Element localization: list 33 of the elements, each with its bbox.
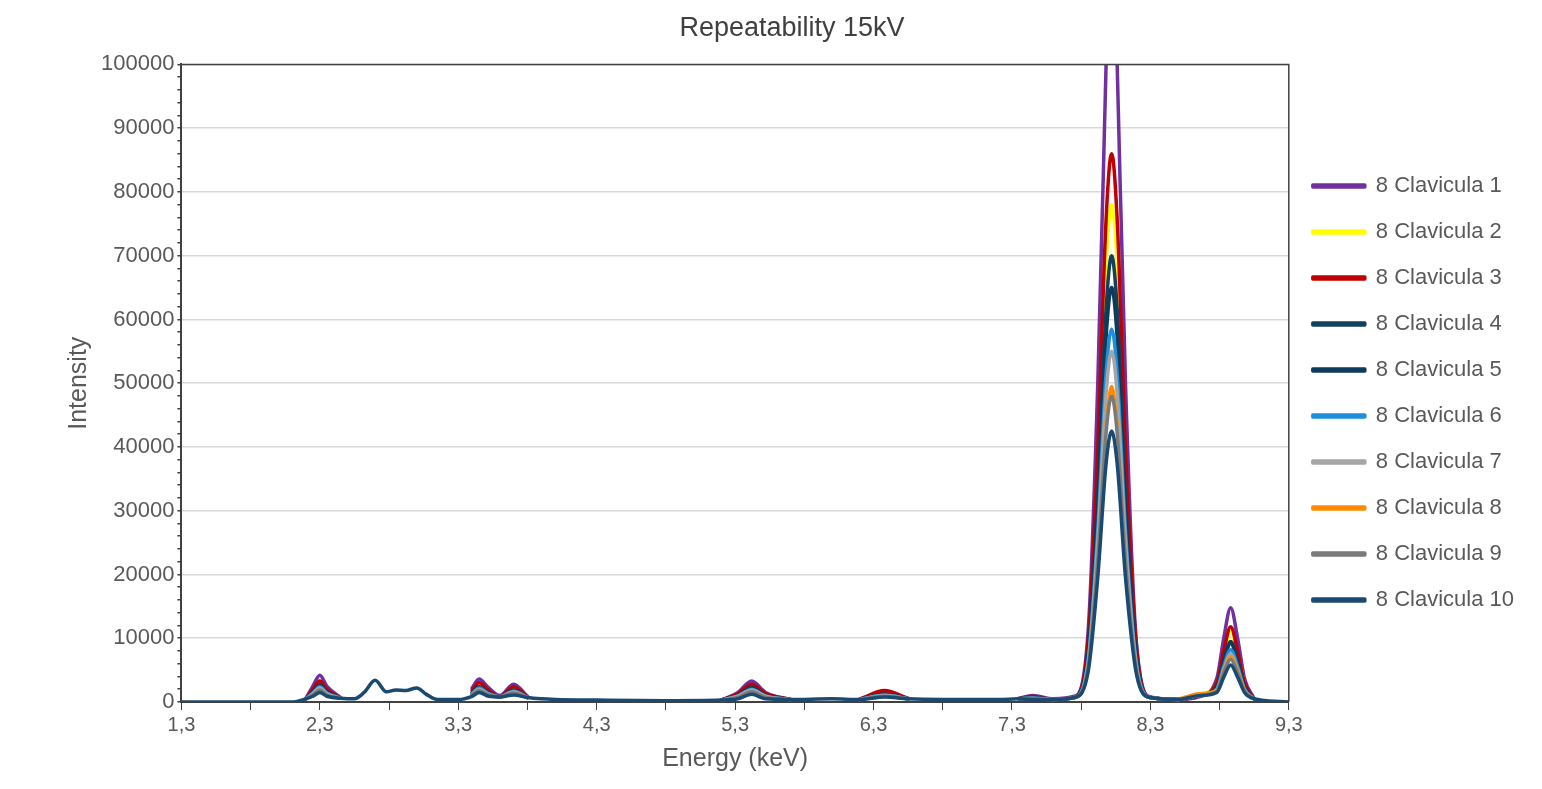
y-tick-label: 90000 bbox=[113, 114, 175, 140]
y-tick-label: 10000 bbox=[113, 624, 175, 650]
y-tick-label: 60000 bbox=[113, 305, 175, 331]
legend-label: 8 Clavicula 10 bbox=[1375, 586, 1514, 612]
chart-title: Repeatability 15kV bbox=[679, 11, 905, 42]
x-tick-label: 9,3 bbox=[1274, 712, 1303, 735]
x-tick-label: 3,3 bbox=[444, 712, 473, 735]
y-tick-label: 20000 bbox=[113, 560, 175, 586]
y-axis-title: Intensity bbox=[62, 336, 91, 430]
y-tick-label: 80000 bbox=[113, 177, 175, 203]
y-tick-label: 70000 bbox=[113, 241, 175, 267]
x-tick-label: 7,3 bbox=[998, 712, 1026, 735]
legend-label: 8 Clavicula 6 bbox=[1375, 402, 1502, 428]
legend-label: 8 Clavicula 4 bbox=[1375, 310, 1502, 336]
legend-label: 8 Clavicula 1 bbox=[1375, 172, 1502, 198]
legend-label: 8 Clavicula 5 bbox=[1375, 356, 1502, 382]
y-tick-label: 40000 bbox=[113, 433, 175, 459]
x-tick-label: 6,3 bbox=[859, 712, 888, 735]
y-tick-label: 100000 bbox=[100, 50, 175, 76]
x-tick-label: 8,3 bbox=[1136, 712, 1165, 735]
x-tick-label: 4,3 bbox=[582, 712, 611, 735]
y-tick-label: 30000 bbox=[113, 496, 175, 522]
legend-label: 8 Clavicula 2 bbox=[1375, 218, 1502, 244]
y-tick-label: 0 bbox=[162, 688, 175, 714]
x-tick-label: 5,3 bbox=[721, 712, 750, 735]
y-tick-label: 50000 bbox=[113, 369, 175, 395]
x-tick-label: 2,3 bbox=[305, 712, 334, 735]
legend-label: 8 Clavicula 7 bbox=[1375, 448, 1502, 474]
x-axis-title: Energy (keV) bbox=[662, 742, 809, 771]
legend-label: 8 Clavicula 9 bbox=[1375, 540, 1502, 566]
x-tick-label: 1,3 bbox=[167, 712, 196, 735]
legend-label: 8 Clavicula 8 bbox=[1375, 494, 1502, 520]
legend-label: 8 Clavicula 3 bbox=[1375, 264, 1502, 290]
